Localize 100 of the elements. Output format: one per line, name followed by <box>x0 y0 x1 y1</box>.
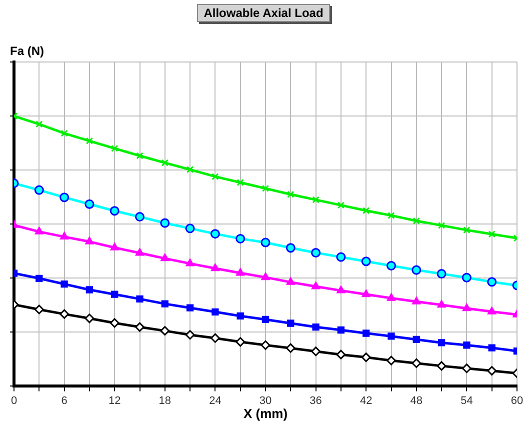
point <box>136 295 144 303</box>
point <box>186 304 194 312</box>
point <box>412 296 421 304</box>
point <box>412 265 422 275</box>
point <box>262 184 270 192</box>
point <box>412 217 420 224</box>
x-tick-label: 12 <box>108 394 121 407</box>
point <box>462 364 472 374</box>
point <box>261 272 270 280</box>
point <box>136 152 144 160</box>
point <box>488 230 496 238</box>
point <box>60 192 70 202</box>
x-tick-label: 42 <box>360 394 372 407</box>
point <box>186 166 194 174</box>
point <box>161 159 168 166</box>
point <box>84 314 94 324</box>
point <box>36 120 43 128</box>
point <box>186 258 194 266</box>
point <box>462 272 472 282</box>
point <box>462 304 471 312</box>
point <box>361 256 371 266</box>
x-tick-label: 30 <box>259 394 272 407</box>
point <box>60 130 68 137</box>
point <box>210 264 220 272</box>
point <box>160 326 170 336</box>
point <box>336 350 346 360</box>
x-tick-label: 18 <box>158 394 172 407</box>
point <box>111 290 118 298</box>
x-tick-label: 60 <box>510 394 524 407</box>
point <box>286 243 296 253</box>
point <box>362 330 370 337</box>
point <box>236 312 244 320</box>
point <box>438 339 446 346</box>
point <box>336 252 346 262</box>
point <box>336 286 346 294</box>
point <box>436 269 446 279</box>
point <box>236 337 246 347</box>
point <box>85 236 94 244</box>
point <box>337 326 345 334</box>
point <box>487 366 497 376</box>
point <box>488 344 496 352</box>
point <box>86 137 94 144</box>
point <box>34 226 44 234</box>
point <box>60 232 69 240</box>
point <box>388 212 395 220</box>
point <box>110 206 120 216</box>
point <box>236 234 246 244</box>
point <box>212 172 219 180</box>
point <box>312 196 320 204</box>
point <box>287 190 294 198</box>
point <box>111 144 118 152</box>
point <box>110 242 119 250</box>
point <box>337 202 345 209</box>
point <box>161 300 168 308</box>
point <box>60 280 68 288</box>
point <box>160 218 170 228</box>
x-tick-label: 48 <box>410 394 423 407</box>
point <box>386 356 396 366</box>
point <box>287 320 294 327</box>
point <box>388 332 395 340</box>
point <box>437 300 446 308</box>
point <box>286 277 295 285</box>
point <box>362 290 370 298</box>
point <box>262 316 270 324</box>
point <box>386 260 396 270</box>
x-tick-label: 54 <box>460 394 473 407</box>
point <box>260 238 270 248</box>
chart-title: Allowable Axial Load <box>196 4 330 22</box>
point <box>36 274 43 282</box>
point <box>135 322 144 332</box>
point <box>311 248 321 258</box>
x-tick-label: 6 <box>61 394 68 407</box>
x-tick-label: 36 <box>310 394 322 407</box>
x-tick-label: 0 <box>10 394 18 407</box>
point <box>286 343 296 353</box>
point <box>412 336 420 344</box>
x-axis-title: X (mm) <box>243 406 288 421</box>
point <box>436 361 446 371</box>
point <box>110 318 120 328</box>
point <box>210 229 220 239</box>
y-axis-title: Fa (N) <box>10 44 44 58</box>
point <box>487 277 497 287</box>
point <box>438 222 446 230</box>
x-tick-label: 24 <box>209 394 222 407</box>
point <box>312 323 320 331</box>
point <box>312 282 320 290</box>
point <box>463 342 470 349</box>
point <box>236 268 245 276</box>
point <box>185 224 195 234</box>
point <box>84 199 94 209</box>
point <box>488 306 496 314</box>
point <box>387 293 396 301</box>
point <box>136 248 144 256</box>
point <box>463 226 470 234</box>
point <box>362 207 370 214</box>
point <box>34 185 44 195</box>
point <box>210 333 220 343</box>
point <box>236 178 244 186</box>
point <box>260 340 270 350</box>
point <box>34 304 44 314</box>
